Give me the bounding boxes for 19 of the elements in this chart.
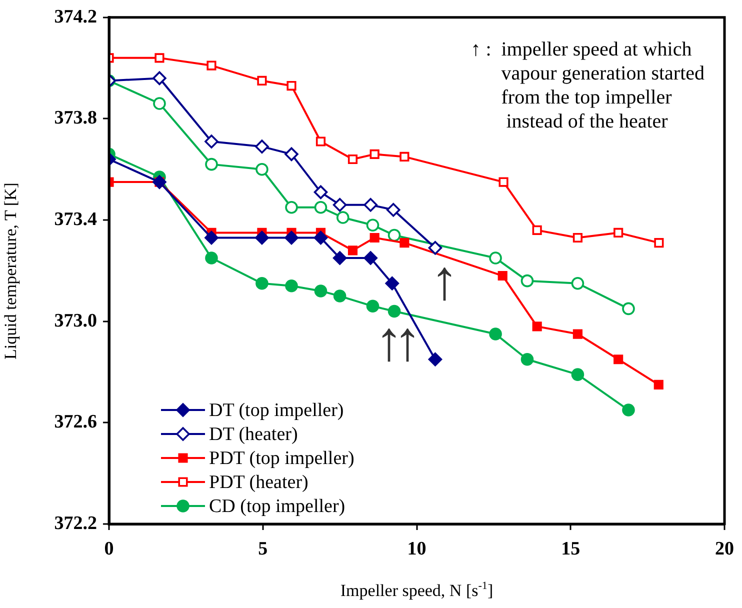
- x-tick-label: 0: [104, 538, 114, 560]
- x-tick-label: 5: [258, 538, 268, 560]
- y-tick-label: 373.4: [54, 208, 98, 230]
- legend-label: CD (top impeller): [209, 496, 346, 517]
- legend-label: PDT (heater): [209, 472, 308, 493]
- y-axis-title: Liquid temperature, T [K]: [1, 182, 20, 360]
- annotation: ↑: [430, 250, 458, 312]
- legend-label: PDT (top impeller): [209, 448, 354, 469]
- annotation: ↑ : impeller speed at which vapour generation started from the top impeller instead of the heater: [470, 38, 705, 132]
- y-tick-label: 373.8: [54, 108, 97, 129]
- legend-label: DT (heater): [209, 424, 298, 445]
- y-tick-label: 372.6: [54, 412, 97, 433]
- x-tick-label: 15: [561, 538, 580, 560]
- y-tick-label: 374.2: [54, 6, 97, 28]
- y-tick-label: 372.2: [54, 512, 97, 534]
- x-tick-label: 20: [715, 538, 734, 560]
- legend-label: DT (top impeller): [209, 400, 344, 421]
- x-tick-label: 10: [407, 538, 426, 560]
- y-tick-label: 373.0: [54, 310, 97, 332]
